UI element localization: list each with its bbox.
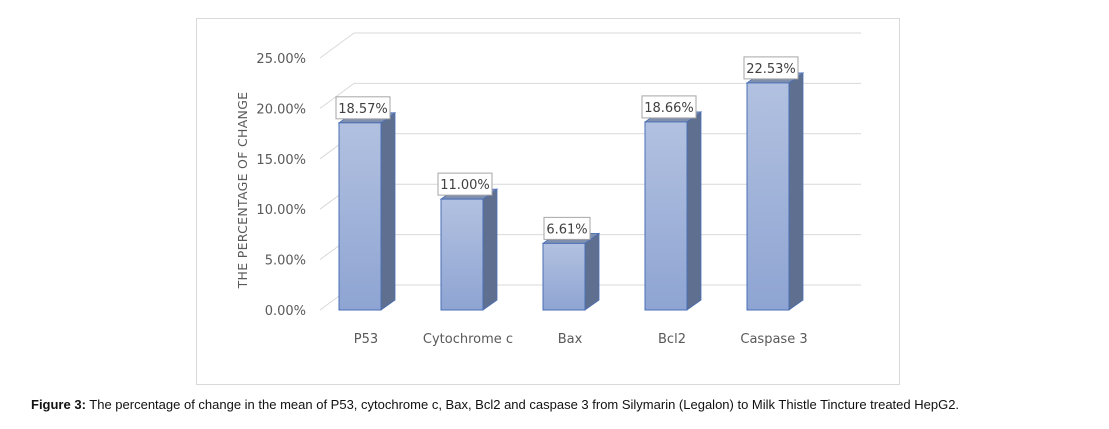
bar-front bbox=[542, 242, 586, 311]
figure-caption-text: The percentage of change in the mean of … bbox=[85, 397, 960, 412]
data-label-box bbox=[335, 96, 391, 120]
y-tick-label: 15.00% bbox=[256, 153, 306, 168]
gridline-depth bbox=[319, 82, 355, 109]
bar-side bbox=[686, 111, 702, 311]
data-label-text: 11.00% bbox=[440, 178, 490, 193]
data-label-box bbox=[743, 56, 799, 80]
bars bbox=[337, 72, 805, 311]
figure-caption-lead: Figure 3: bbox=[31, 397, 86, 412]
data-label-box bbox=[641, 95, 697, 119]
data-label-text: 22.53% bbox=[746, 62, 796, 77]
data-label: 11.00% bbox=[437, 172, 493, 196]
x-category-label: Bcl2 bbox=[658, 332, 686, 347]
x-category-label: Caspase 3 bbox=[740, 332, 807, 347]
bar bbox=[643, 111, 703, 311]
data-label: 22.53% bbox=[743, 56, 799, 80]
bar-front bbox=[338, 122, 382, 311]
bar-side bbox=[584, 232, 600, 311]
bar bbox=[337, 112, 397, 311]
bar bbox=[439, 188, 499, 311]
y-tick-label: 5.00% bbox=[265, 254, 306, 269]
data-label-text: 18.57% bbox=[338, 102, 388, 117]
data-label: 18.57% bbox=[335, 96, 391, 120]
bar-front bbox=[746, 82, 790, 311]
y-tick-label: 0.00% bbox=[265, 304, 306, 319]
y-axis-title: THE PERCENTAGE OF CHANGE bbox=[235, 92, 250, 290]
data-label-box bbox=[437, 172, 493, 196]
bar-side bbox=[380, 112, 396, 311]
x-category-label: P53 bbox=[354, 332, 378, 347]
data-label-text: 6.61% bbox=[546, 222, 587, 237]
bar bbox=[745, 72, 805, 311]
data-label-box bbox=[543, 216, 591, 240]
figure-caption: Figure 3: The percentage of change in th… bbox=[31, 397, 1101, 412]
bar-front bbox=[644, 121, 688, 311]
data-label-text: 18.66% bbox=[644, 101, 694, 116]
y-tick-label: 10.00% bbox=[256, 203, 306, 218]
y-tick-label: 25.00% bbox=[256, 52, 306, 67]
data-label: 18.66% bbox=[641, 95, 697, 119]
bar-side bbox=[788, 72, 804, 311]
data-label: 6.61% bbox=[543, 216, 591, 240]
bar-side bbox=[482, 188, 498, 311]
x-category-label: Cytochrome c bbox=[423, 332, 513, 347]
x-axis-categories: P53 Cytochrome c Bax Bcl2 Caspase 3 bbox=[354, 332, 808, 347]
bar bbox=[541, 232, 601, 311]
x-category-label: Bax bbox=[558, 332, 583, 347]
y-axis-ticks: 0.00% 5.00% 10.00% 15.00% 20.00% 25.00% bbox=[256, 52, 306, 319]
gridline-depth bbox=[319, 32, 355, 59]
bar-front bbox=[440, 198, 484, 311]
data-labels: 18.57% 11.00% 6.61% 18.66% 22.53% bbox=[335, 56, 799, 240]
y-tick-label: 20.00% bbox=[256, 102, 306, 117]
